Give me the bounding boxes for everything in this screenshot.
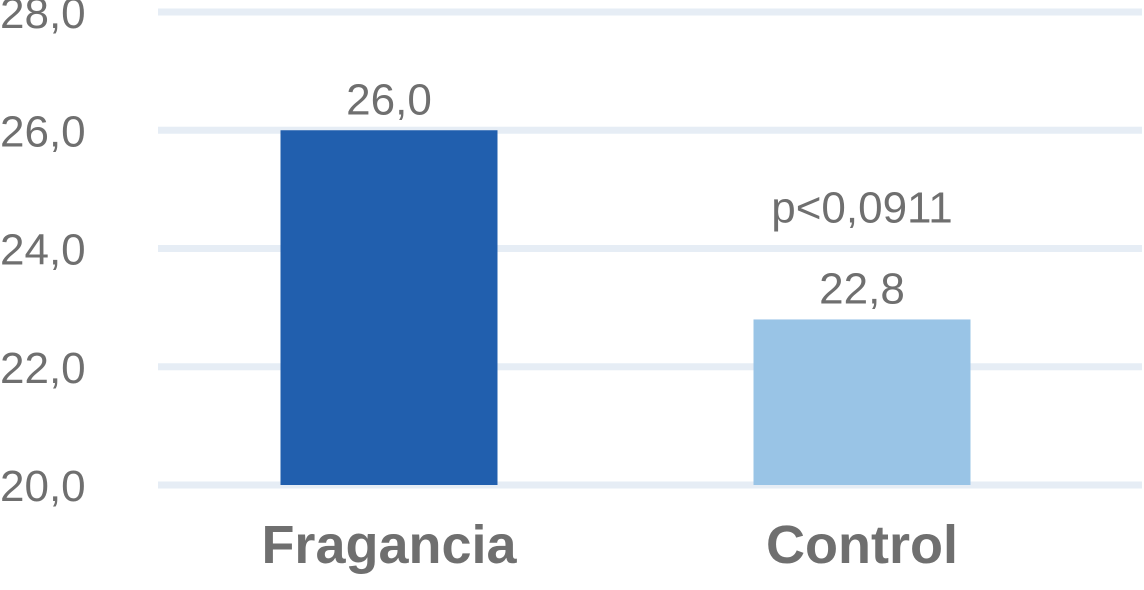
data-labels: 26,0 22,8 [346, 75, 905, 313]
annotations: p<0,0911 [771, 183, 952, 232]
y-tick-label: 20,0 [0, 462, 86, 511]
bar-fragancia [280, 130, 498, 485]
y-tick-label: 24,0 [0, 226, 86, 275]
bar-control [753, 319, 971, 485]
category-label-fragancia: Fragancia [261, 515, 517, 575]
p-value-annotation: p<0,0911 [771, 183, 952, 232]
y-tick-label: 28,0 [0, 0, 86, 38]
category-label-control: Control [766, 515, 958, 575]
y-tick-label: 22,0 [0, 344, 86, 393]
y-axis-ticks: 20,0 22,0 24,0 26,0 28,0 [0, 0, 86, 511]
data-label-control: 22,8 [819, 264, 905, 313]
x-axis-categories: Fragancia Control [261, 515, 958, 575]
bars [280, 130, 971, 485]
y-tick-label: 26,0 [0, 107, 86, 156]
data-label-fragancia: 26,0 [346, 75, 432, 124]
